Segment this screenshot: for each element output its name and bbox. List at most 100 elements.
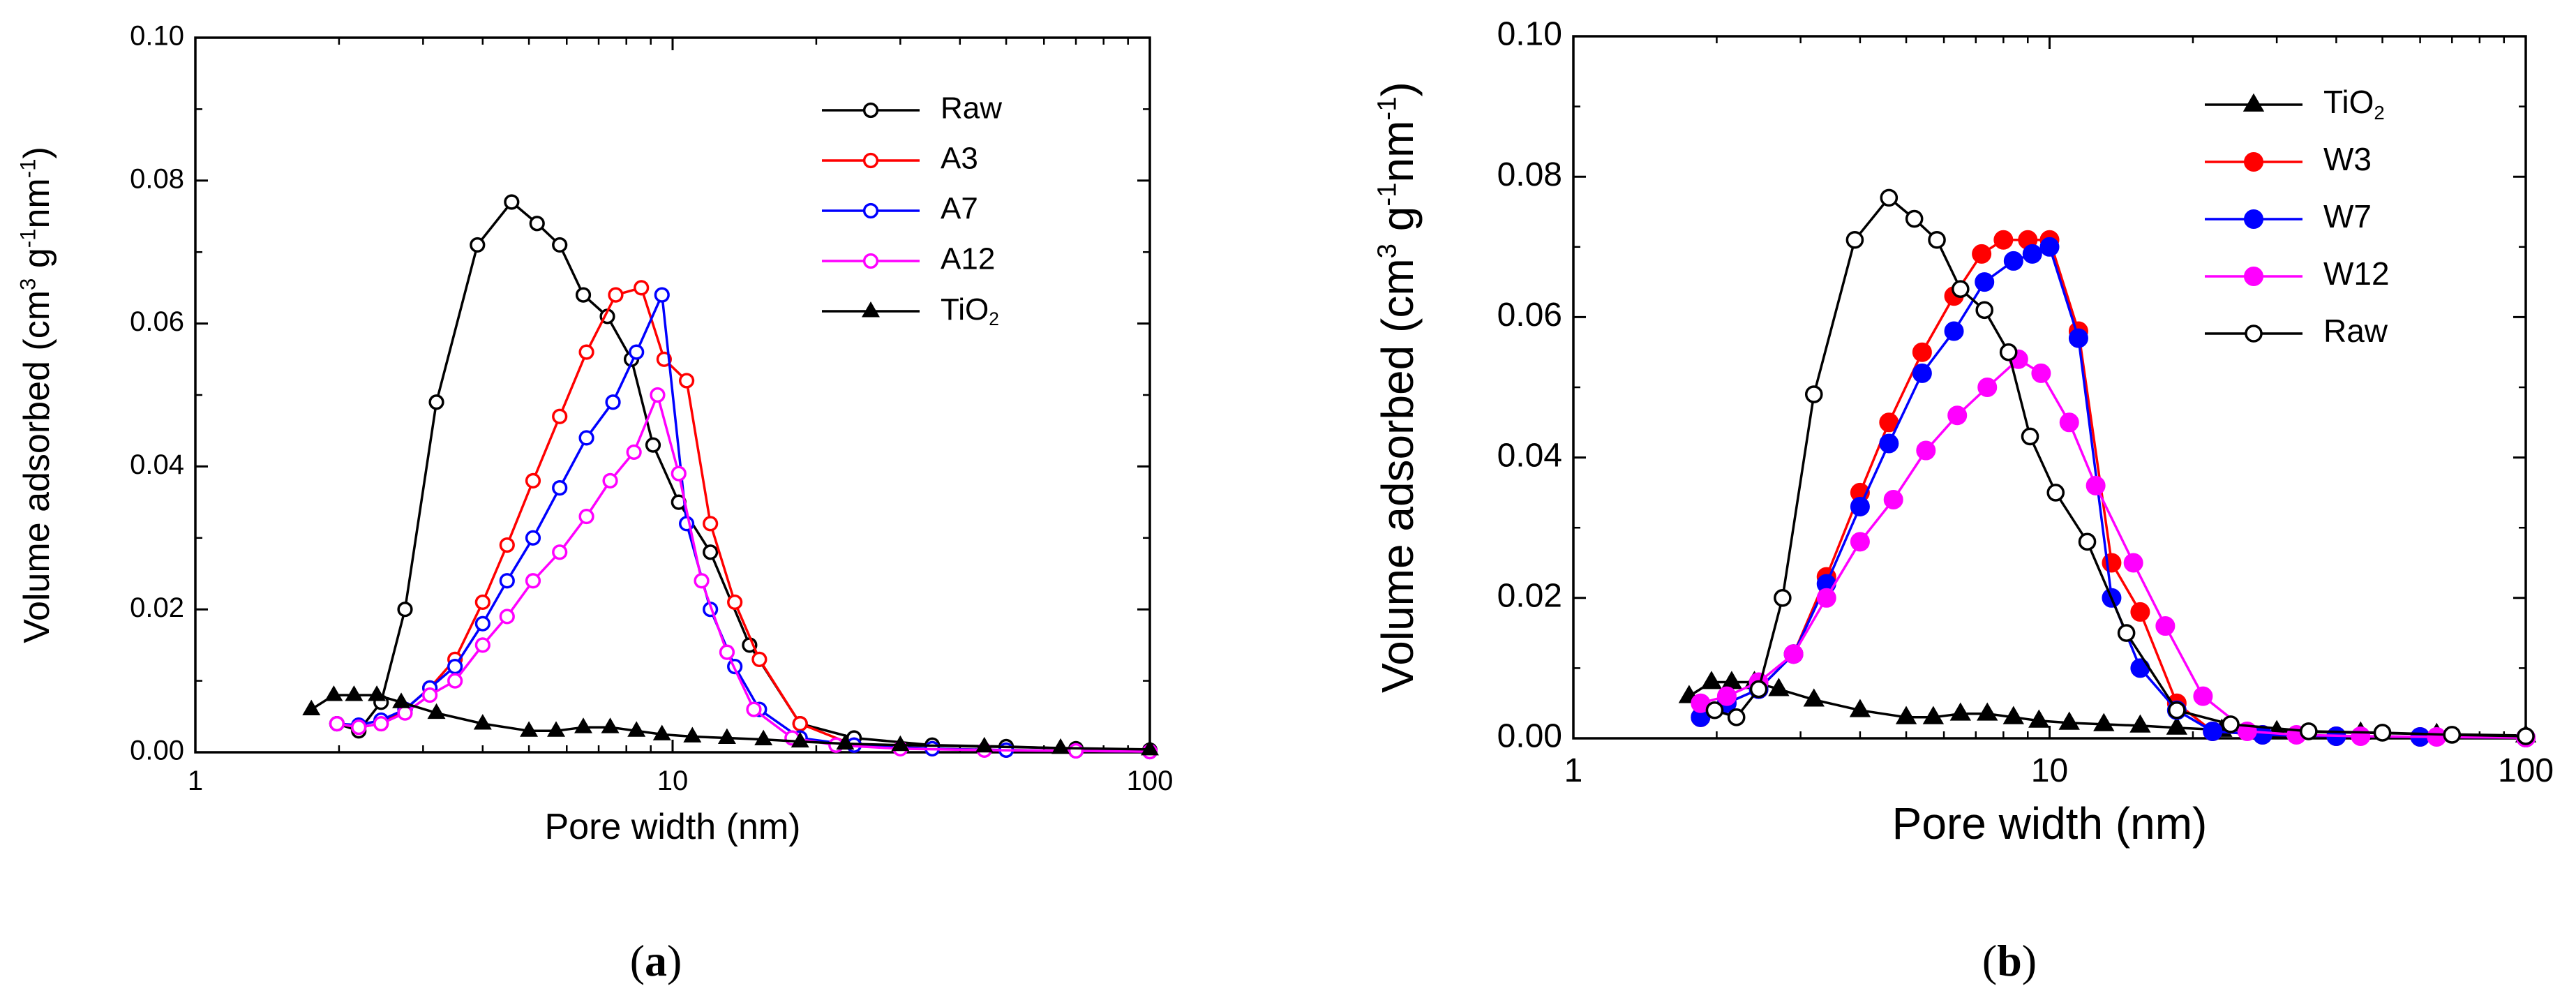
panel-caption: (b) — [1982, 936, 2037, 985]
open-circle-marker — [578, 430, 594, 446]
legend-label: TiO2 — [2323, 84, 2385, 124]
open-circle-marker — [525, 472, 541, 488]
filled-circle-marker — [2203, 721, 2223, 741]
series-W7 — [1691, 237, 2536, 747]
open-circle-marker — [1905, 209, 1924, 228]
filled-circle-marker — [1912, 342, 1932, 362]
open-circle-marker — [694, 573, 710, 589]
open-circle-marker — [862, 102, 879, 119]
series-TiO2 — [1678, 671, 2537, 743]
open-circle-marker — [1975, 301, 1994, 320]
open-circle-marker — [629, 344, 645, 360]
series-W3 — [1691, 230, 2536, 747]
triangle-marker — [1977, 702, 1998, 721]
open-circle-marker — [525, 573, 541, 589]
triangle-marker — [2058, 711, 2080, 730]
legend-label: A3 — [941, 142, 978, 176]
open-circle-marker — [421, 687, 438, 703]
triangle-marker — [1922, 706, 1945, 724]
filled-circle-marker — [1993, 230, 2014, 250]
open-circle-marker — [552, 408, 568, 424]
panel-caption: (a) — [630, 936, 682, 985]
triangle-marker — [891, 735, 910, 752]
open-circle-marker — [605, 394, 621, 410]
y-tick-label: 0.00 — [1497, 718, 1562, 755]
y-tick-label: 0.00 — [130, 736, 184, 766]
series-line — [1700, 238, 2526, 739]
plot-frame — [1572, 35, 2527, 740]
triangle-marker — [1051, 738, 1070, 754]
open-circle-marker — [529, 216, 545, 232]
open-circle-marker — [499, 609, 515, 625]
y-tick-label: 0.10 — [130, 21, 184, 52]
triangle-marker — [1141, 739, 1159, 756]
open-circle-marker — [329, 715, 345, 732]
open-circle-marker — [397, 705, 413, 721]
open-circle-marker — [1774, 589, 1792, 607]
triangle-marker — [2093, 713, 2115, 731]
y-tick-label: 0.08 — [130, 163, 184, 194]
filled-circle-marker — [2022, 244, 2042, 264]
open-circle-marker — [504, 194, 520, 210]
triangle-marker — [427, 703, 446, 719]
chart-panel-b: 1 10 100 0.00 0.02 0.04 0.06 0.08 0.10 TiO2 W3 W7 W1… — [1372, 16, 2554, 985]
y-axis-label: Volume adsorbed (cm3 g-1nm-1) — [15, 147, 57, 643]
triangle-marker — [302, 699, 321, 716]
open-circle-marker — [525, 530, 541, 546]
filled-circle-marker — [1977, 378, 1998, 397]
open-circle-marker — [2373, 724, 2392, 742]
triangle-marker — [652, 724, 671, 740]
series-W12 — [1691, 349, 2536, 747]
filled-circle-marker — [1972, 244, 1992, 264]
y-tick-label: 0.04 — [130, 449, 184, 480]
y-axis-label: Volume adsorbed (cm3 g-1nm-1) — [1372, 82, 1423, 693]
triangle-marker — [975, 736, 994, 753]
open-circle-marker — [474, 616, 491, 632]
open-circle-marker — [1880, 188, 1899, 207]
filled-circle-marker — [1944, 321, 1964, 341]
open-circle-marker — [578, 344, 594, 360]
filled-circle-marker — [2085, 475, 2106, 495]
series-line — [1714, 195, 2526, 738]
triangle-marker — [574, 717, 593, 733]
filled-circle-marker — [2039, 237, 2060, 257]
x-tick-label: 10 — [2031, 752, 2068, 789]
triangle-marker — [1949, 702, 1972, 721]
open-circle-marker — [727, 594, 743, 611]
triangle-marker — [547, 721, 566, 737]
open-circle-marker — [1928, 230, 1946, 249]
filled-circle-marker — [2031, 363, 2051, 383]
open-circle-marker — [678, 373, 695, 389]
open-circle-marker — [2245, 325, 2263, 343]
open-circle-marker — [650, 387, 666, 403]
chart-panel-a: 1 10 100 0.00 0.02 0.04 0.06 0.08 0.10 Raw A3 A7 A12… — [15, 21, 1173, 985]
open-circle-marker — [428, 394, 444, 410]
y-tick-label: 0.06 — [130, 306, 184, 337]
triangle-marker — [1803, 688, 1825, 707]
series-line — [1700, 245, 2526, 739]
filled-circle-marker — [1716, 686, 1737, 706]
filled-circle-marker — [1916, 440, 1936, 461]
series-Raw — [1705, 188, 2535, 745]
filled-circle-marker — [1975, 272, 1995, 292]
filled-circle-marker — [1850, 532, 1870, 552]
x-tick-label: 100 — [2498, 752, 2554, 789]
x-tick-label: 10 — [657, 766, 689, 796]
triangle-marker — [520, 721, 539, 737]
open-circle-marker — [552, 237, 568, 253]
filled-circle-marker — [2244, 267, 2263, 286]
filled-circle-marker — [1912, 363, 1932, 383]
triangle-marker — [836, 733, 855, 750]
y-tick-label: 0.10 — [1497, 16, 1562, 53]
open-circle-marker — [499, 573, 515, 589]
x-tick-label: 1 — [188, 766, 203, 796]
open-circle-marker — [1999, 343, 2018, 361]
x-tick-label: 100 — [1127, 766, 1174, 796]
open-circle-marker — [671, 465, 687, 482]
open-circle-marker — [1845, 230, 1864, 249]
open-circle-marker — [2517, 727, 2535, 745]
open-circle-marker — [447, 673, 463, 689]
triangle-marker — [754, 729, 773, 746]
open-circle-marker — [703, 544, 719, 560]
